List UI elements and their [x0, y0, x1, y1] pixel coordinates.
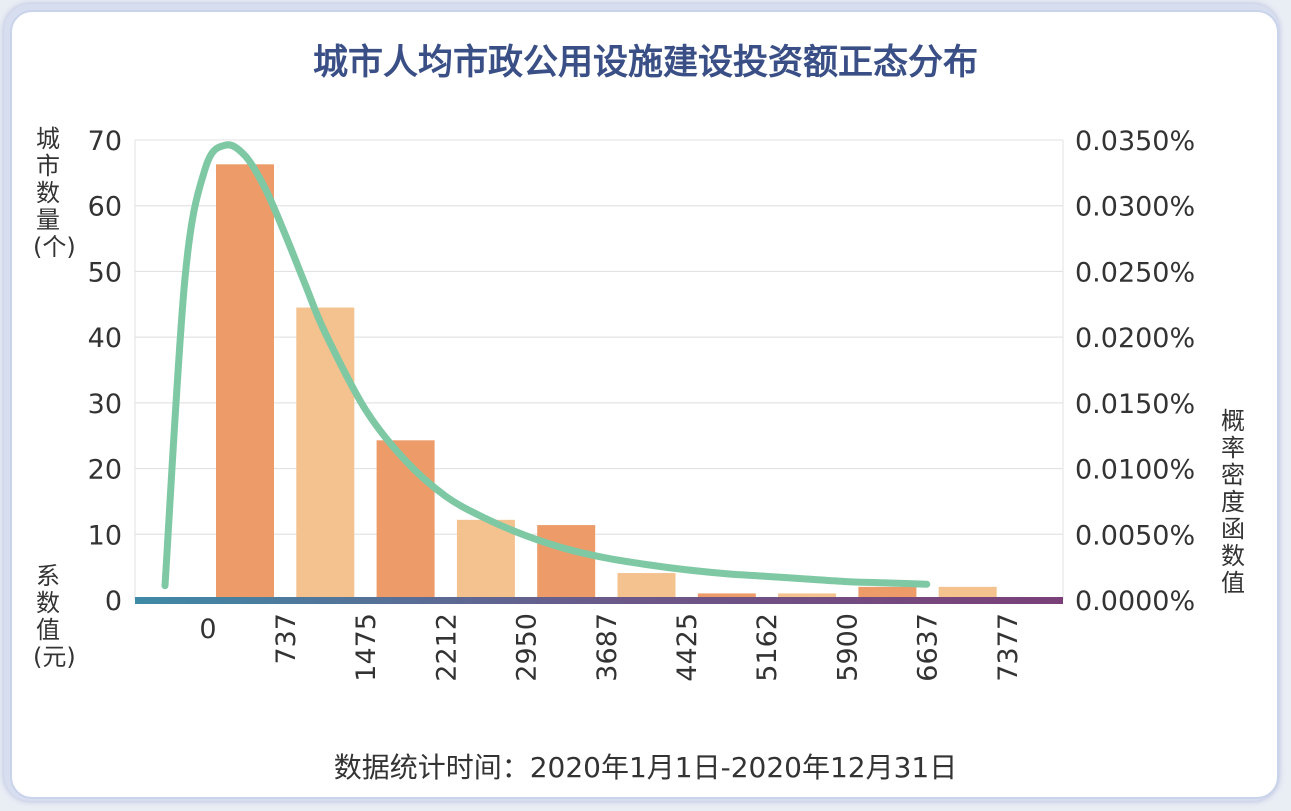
y-tick-label: 10	[88, 520, 122, 551]
y-tick-label: 40	[88, 323, 122, 354]
x-axis-baseline	[135, 597, 1063, 604]
y-tick-label: 60	[88, 192, 122, 223]
x-tick-label: 7377	[993, 613, 1024, 682]
x-tick-label: 1475	[351, 613, 382, 682]
histogram-bar	[778, 593, 837, 600]
y-tick-label: 0	[105, 586, 122, 617]
y2-tick-label: 0.0300%	[1075, 192, 1195, 223]
x-tick-label: 2950	[512, 613, 543, 682]
histogram-bar	[376, 440, 435, 600]
y2-axis-label: 概率密度函数值	[1221, 407, 1245, 597]
y-tick-label: 70	[88, 126, 122, 157]
histogram-bar	[858, 586, 917, 600]
histogram-bar	[537, 525, 596, 600]
y-tick-label: 50	[88, 257, 122, 288]
x-tick-label: 4425	[672, 613, 703, 682]
x-tick-label: 2212	[431, 613, 462, 682]
y2-tick-label: 0.0250%	[1075, 257, 1195, 288]
x-tick-label: 3687	[592, 613, 623, 682]
histogram-bar	[456, 519, 515, 600]
y2-tick-label: 0.0350%	[1075, 126, 1195, 157]
x-tick-label: 6637	[913, 613, 944, 682]
histogram-bar	[617, 573, 676, 600]
x-tick-label: 5900	[832, 613, 863, 682]
x-tick-label: 5162	[752, 613, 783, 682]
y2-tick-label: 0.0100%	[1075, 455, 1195, 486]
histogram-bar	[216, 164, 274, 601]
x-tick-label: 0	[199, 614, 216, 645]
y2-tick-label: 0.0050%	[1075, 520, 1195, 551]
y-tick-label: 20	[88, 455, 122, 486]
histogram-bar	[938, 586, 997, 600]
y2-tick-label: 0.0150%	[1075, 389, 1195, 420]
y2-tick-label: 0.0000%	[1075, 586, 1195, 617]
histogram-bar	[697, 593, 756, 600]
chart-title: 城市人均市政公用设施建设投资额正态分布	[312, 43, 978, 83]
x-tick-label: 737	[271, 613, 302, 665]
footer-note: 数据统计时间：2020年1月1日-2020年12月31日	[333, 751, 958, 784]
histogram-bar	[296, 307, 355, 600]
density-curve	[161, 141, 931, 590]
y2-tick-label: 0.0200%	[1075, 323, 1195, 354]
y-tick-label: 30	[88, 389, 122, 420]
